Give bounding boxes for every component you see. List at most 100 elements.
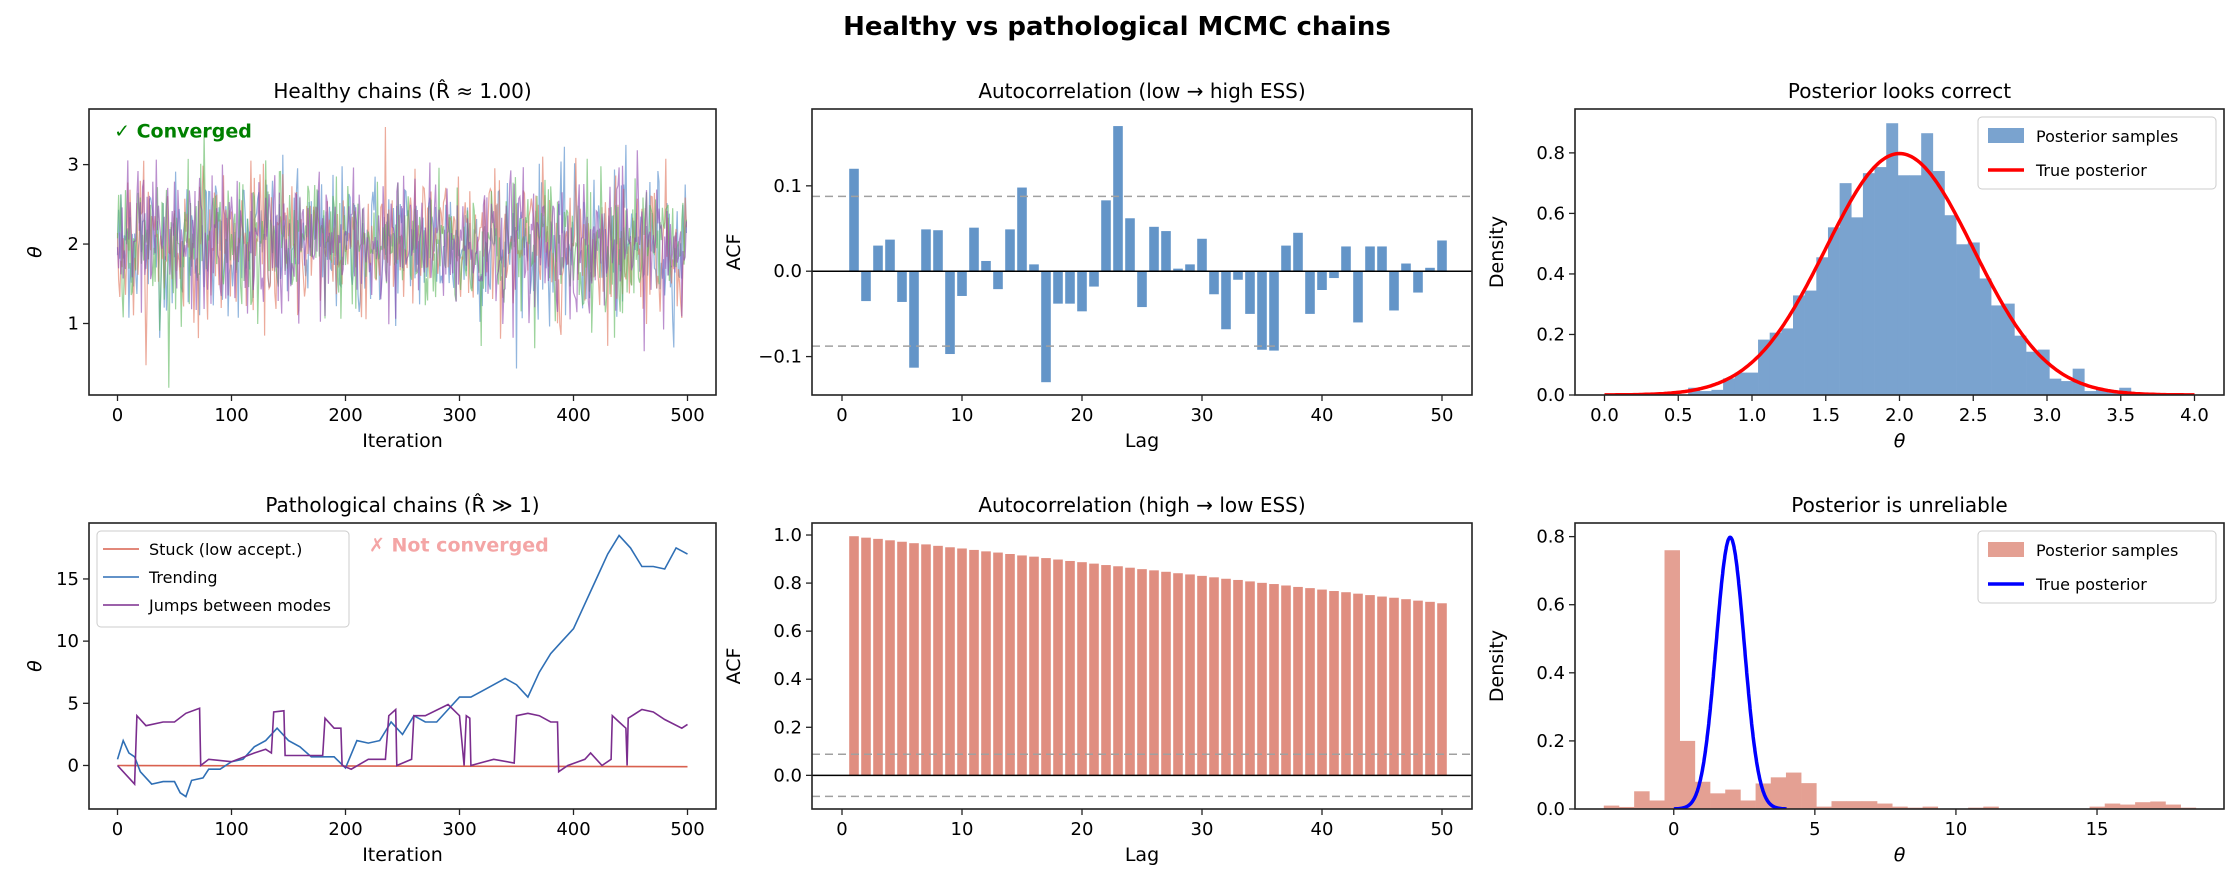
acf-bar — [849, 168, 859, 272]
histogram-bar — [1874, 167, 1887, 395]
y-tick-label: 0.4 — [1536, 663, 1565, 684]
x-tick-label: 400 — [556, 405, 590, 426]
y-tick-label: 10 — [56, 631, 79, 652]
true-posterior-curve — [1604, 151, 2195, 395]
x-tick-label: 100 — [214, 819, 248, 840]
histogram-bar — [2049, 378, 2062, 395]
acf-bar — [861, 271, 871, 302]
histogram-bar — [1922, 806, 1939, 809]
legend-box — [1977, 530, 2217, 604]
acf-bar — [873, 245, 883, 272]
x-tick-label: 3.0 — [2033, 405, 2062, 426]
histogram-bar — [2089, 806, 2106, 809]
acf-bar — [1233, 579, 1243, 776]
histogram-bar — [1769, 332, 1782, 395]
histogram-bar — [1723, 378, 1736, 395]
histogram-bar — [2135, 802, 2151, 809]
series-line-2 — [116, 534, 688, 798]
histogram-bar — [1831, 801, 1847, 809]
legend: Posterior samples True posterior — [1977, 116, 2217, 190]
legend-label: True posterior — [2035, 161, 2147, 180]
histogram-bar — [1699, 391, 1712, 395]
acf-bar — [1101, 565, 1111, 776]
histogram-bar — [1679, 740, 1696, 809]
acf-bar — [1401, 599, 1411, 776]
x-tick-label: 2.5 — [1959, 405, 1988, 426]
x-tick-label: 200 — [328, 405, 362, 426]
histogram-bar — [2165, 804, 2181, 809]
series-line-3 — [116, 703, 688, 787]
acf-bar — [885, 239, 895, 272]
acf-bar — [1161, 571, 1171, 776]
y-axis-label: ACF — [723, 648, 745, 685]
acf-bar — [909, 543, 919, 776]
acf-bar — [1293, 586, 1303, 776]
acf-bar — [1437, 603, 1447, 776]
plot-area — [116, 126, 687, 388]
histogram-bar — [1711, 389, 1724, 395]
panel-title: Pathological chains (R̂ ≫ 1) — [265, 493, 539, 517]
panel-title: Autocorrelation (low → high ESS) — [978, 79, 1305, 103]
panel-5: 0 10 20 30 40 50 0.0 0.2 0.4 0.6 0.8 1.0 Autocorrela… — [723, 493, 1473, 866]
acf-bar — [1041, 271, 1051, 383]
x-tick-label: 0.0 — [1590, 405, 1619, 426]
acf-bar — [1437, 240, 1447, 272]
acf-bar — [957, 271, 967, 296]
y-tick-label: 0.0 — [773, 261, 802, 282]
status-annotation: ✓ Converged — [114, 121, 252, 143]
x-axis-label: Iteration — [362, 430, 443, 452]
y-tick-label: 0.8 — [1536, 527, 1565, 548]
x-tick-label: 500 — [670, 819, 704, 840]
acf-bar — [933, 230, 943, 272]
acf-bar — [1113, 566, 1123, 776]
histogram-bar — [1909, 175, 1922, 395]
acf-bar — [1293, 232, 1303, 272]
acf-bar — [1329, 591, 1339, 776]
x-tick-label: 10 — [951, 819, 974, 840]
acf-bar — [993, 271, 1003, 290]
histogram-bar — [2026, 351, 2039, 395]
acf-bar — [1341, 246, 1351, 272]
legend-label: True posterior — [2035, 575, 2147, 594]
acf-bar — [1257, 271, 1267, 350]
histogram-bar — [1801, 783, 1817, 809]
histogram-bar — [1839, 183, 1852, 395]
x-tick-label: 10 — [1944, 819, 1967, 840]
histogram-bar — [2119, 804, 2136, 809]
y-tick-label: 3 — [68, 155, 79, 176]
legend-label: Posterior samples — [2036, 127, 2178, 146]
histogram-bar — [1967, 242, 1980, 395]
x-tick-label: 30 — [1191, 819, 1214, 840]
histogram-bar — [1618, 806, 1635, 809]
x-tick-label: 300 — [442, 405, 476, 426]
acf-bar — [1305, 588, 1315, 776]
acf-bar — [861, 537, 871, 776]
histogram-bar — [1781, 328, 1794, 395]
histogram-bar — [1746, 372, 1759, 395]
y-axis-label: θ — [24, 660, 46, 672]
acf-bar — [1233, 271, 1243, 280]
acf-bar — [897, 541, 907, 776]
histogram-bar — [1921, 133, 1934, 395]
acf-bar — [933, 545, 943, 776]
acf-bar — [1089, 563, 1099, 776]
histogram-bar — [1877, 803, 1893, 809]
legend-swatch-histogram — [1988, 542, 2024, 557]
acf-bar — [981, 260, 991, 272]
acf-bar — [1065, 271, 1075, 304]
histogram-bar — [2104, 803, 2121, 809]
histogram-bar — [1944, 215, 1957, 395]
histogram-bar — [1892, 806, 1908, 809]
y-tick-label: 0.6 — [1536, 203, 1565, 224]
x-tick-label: 0 — [836, 405, 847, 426]
histogram-bar — [1758, 339, 1770, 395]
histogram-bar — [1710, 793, 1726, 809]
x-tick-label: 5 — [1809, 819, 1820, 840]
x-tick-label: 1.5 — [1811, 405, 1840, 426]
acf-bar — [1185, 574, 1195, 776]
acf-bar — [1173, 573, 1183, 776]
acf-bar — [1149, 226, 1159, 272]
histogram-bar — [1983, 806, 1999, 809]
plot-area — [1604, 123, 2195, 395]
acf-bar — [1209, 577, 1219, 776]
